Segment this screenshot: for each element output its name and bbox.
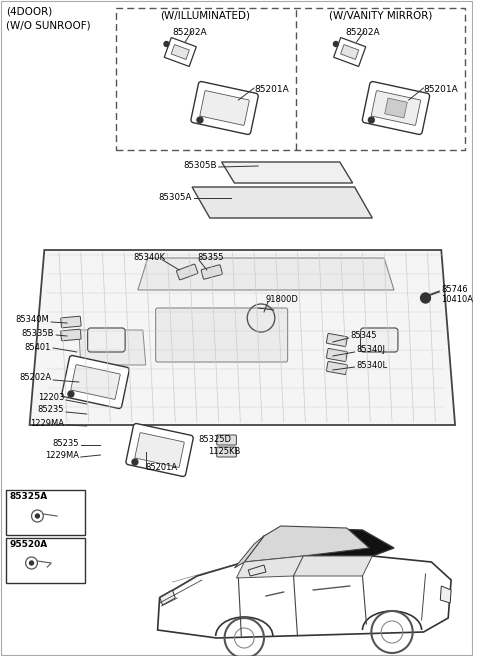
Text: 12203: 12203 <box>37 394 64 403</box>
Text: 85201A: 85201A <box>254 85 289 94</box>
FancyBboxPatch shape <box>216 435 236 445</box>
Text: 85401: 85401 <box>25 342 51 352</box>
Polygon shape <box>234 536 264 568</box>
FancyBboxPatch shape <box>326 361 348 375</box>
Text: 85340M: 85340M <box>15 316 49 325</box>
Text: 85201A: 85201A <box>146 462 178 472</box>
FancyBboxPatch shape <box>61 329 81 340</box>
Polygon shape <box>248 565 266 576</box>
Polygon shape <box>237 556 303 578</box>
Bar <box>6 538 84 583</box>
Circle shape <box>36 514 39 518</box>
Text: 85201A: 85201A <box>423 85 458 94</box>
Text: 85235: 85235 <box>52 438 79 447</box>
FancyBboxPatch shape <box>326 348 348 361</box>
Text: 85340J: 85340J <box>357 346 385 354</box>
FancyBboxPatch shape <box>62 356 129 409</box>
Circle shape <box>68 391 74 397</box>
Text: 85202A: 85202A <box>345 28 380 37</box>
Bar <box>6 490 84 535</box>
Text: 85325A: 85325A <box>10 492 48 501</box>
FancyBboxPatch shape <box>171 45 189 60</box>
Text: 85325D: 85325D <box>198 436 231 445</box>
FancyBboxPatch shape <box>135 433 184 467</box>
Text: 85235: 85235 <box>37 405 64 415</box>
FancyBboxPatch shape <box>216 447 236 457</box>
Circle shape <box>197 117 203 123</box>
Text: 1229MA: 1229MA <box>45 451 79 459</box>
FancyBboxPatch shape <box>201 265 222 279</box>
Polygon shape <box>440 586 451 603</box>
Text: (4DOOR)
(W/O SUNROOF): (4DOOR) (W/O SUNROOF) <box>6 6 91 30</box>
Polygon shape <box>159 590 175 605</box>
FancyBboxPatch shape <box>372 91 420 125</box>
Text: 85202A: 85202A <box>173 28 207 37</box>
FancyBboxPatch shape <box>191 81 258 134</box>
Text: 85305A: 85305A <box>159 194 192 203</box>
Text: 1125KB: 1125KB <box>208 447 241 457</box>
Polygon shape <box>244 526 370 562</box>
FancyBboxPatch shape <box>200 91 249 125</box>
Polygon shape <box>294 556 372 576</box>
FancyBboxPatch shape <box>384 98 407 118</box>
Polygon shape <box>222 162 353 183</box>
Text: 85746: 85746 <box>441 285 468 295</box>
Text: 1229MA: 1229MA <box>30 419 64 428</box>
Text: (W/VANITY MIRROR): (W/VANITY MIRROR) <box>328 11 432 21</box>
FancyBboxPatch shape <box>362 81 430 134</box>
FancyBboxPatch shape <box>71 365 120 400</box>
Text: 85335B: 85335B <box>22 329 54 337</box>
Circle shape <box>368 117 374 123</box>
FancyBboxPatch shape <box>326 333 348 346</box>
Text: 85340K: 85340K <box>133 253 166 262</box>
FancyBboxPatch shape <box>360 328 398 352</box>
Bar <box>116 8 465 150</box>
FancyBboxPatch shape <box>156 308 288 362</box>
Circle shape <box>420 293 431 303</box>
Text: 85345: 85345 <box>351 331 377 340</box>
Text: (W/ILLUMINATED): (W/ILLUMINATED) <box>160 11 250 21</box>
Text: 85355: 85355 <box>197 253 224 262</box>
FancyBboxPatch shape <box>88 328 125 352</box>
Text: 85202A: 85202A <box>19 373 51 382</box>
Polygon shape <box>192 187 372 218</box>
Circle shape <box>164 41 169 47</box>
FancyBboxPatch shape <box>341 45 359 60</box>
FancyBboxPatch shape <box>177 264 198 280</box>
Circle shape <box>30 561 34 565</box>
Text: 10410A: 10410A <box>441 295 473 304</box>
Text: 95520A: 95520A <box>10 540 48 549</box>
Polygon shape <box>30 250 455 425</box>
Text: 85305B: 85305B <box>183 161 216 169</box>
Text: 85340L: 85340L <box>357 361 388 369</box>
Circle shape <box>132 459 138 465</box>
FancyBboxPatch shape <box>61 316 81 328</box>
Polygon shape <box>79 330 146 365</box>
FancyBboxPatch shape <box>164 37 196 66</box>
Polygon shape <box>138 258 394 290</box>
Text: 91800D: 91800D <box>266 295 299 304</box>
Circle shape <box>334 41 338 47</box>
Polygon shape <box>244 528 394 562</box>
FancyBboxPatch shape <box>334 37 366 66</box>
Polygon shape <box>157 556 451 638</box>
FancyBboxPatch shape <box>126 424 193 476</box>
